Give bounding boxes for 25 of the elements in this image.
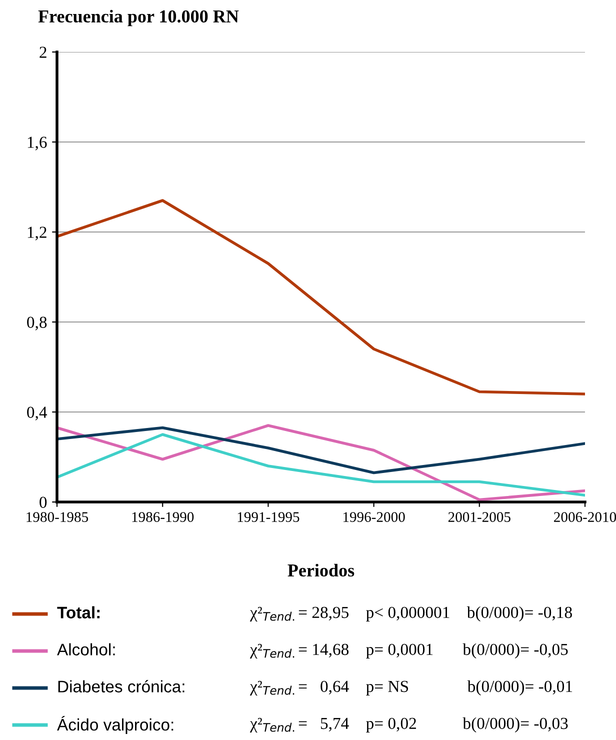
y-tick-label: 0,8 (27, 316, 47, 330)
legend-label: Diabetes crónica: (58, 680, 184, 692)
x-tick-label: 1980-1985 (26, 512, 88, 522)
legend-label: Ácido valproico: (57, 716, 174, 734)
x-tick-label: 2006-2010 (554, 512, 616, 522)
text: χ²$_{Tend.}$= 5,74 p= 0,02 b(0/000)= -0,03 (250, 717, 568, 732)
legend-label: Alcohol: (57, 643, 115, 656)
chart-title: Frecuencia por 10.000 RN (38, 10, 239, 26)
legend-label: Total: (57, 606, 100, 618)
x-tick-label: 1996-2000 (343, 512, 405, 522)
x-tick-label: 1991-1995 (238, 512, 300, 522)
y-tick-label: 1,6 (28, 136, 47, 150)
line-series (57, 433, 585, 497)
y-tick-label: 2 (40, 46, 46, 58)
y-tick-label: 0 (40, 496, 47, 508)
line-series (57, 199, 585, 396)
x-axis-title: Periodos (288, 564, 354, 577)
x-tick-label: 2001-2005 (448, 512, 510, 522)
y-tick-label: 0,4 (27, 406, 48, 420)
line-series (57, 426, 585, 474)
text: χ²$_{Tend.}$= 28,95 p< 0,000001 b(0/000)= -0,18 (250, 606, 572, 622)
text: χ²$_{Tend.}$= 0,64 p= NS b(0/000)= -0,01 (250, 680, 572, 696)
y-tick-label: 1,2 (28, 226, 46, 240)
x-tick-label: 1986-1990 (132, 512, 194, 522)
text: χ²$_{Tend.}$= 14,68 p= 0,0001 b(0/000)= -0,05 (250, 643, 568, 658)
